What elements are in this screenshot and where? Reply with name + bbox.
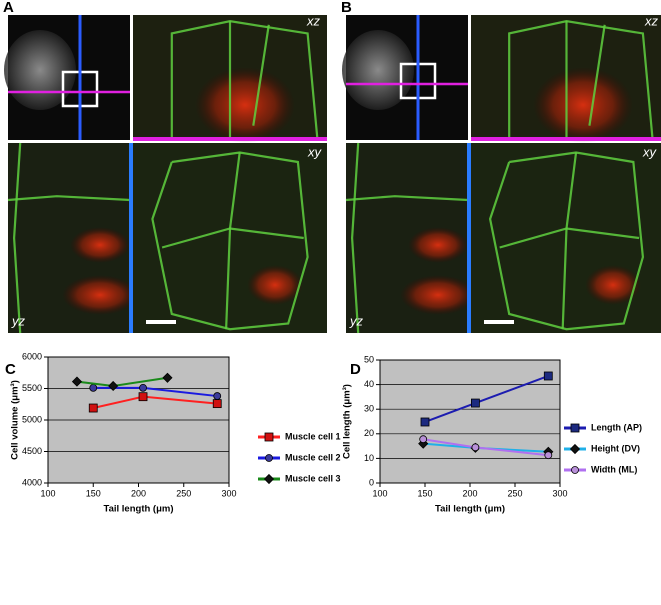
legend-marker — [265, 454, 273, 462]
marker — [213, 392, 222, 400]
x-tick-label: 150 — [417, 488, 432, 498]
x-tick-label: 250 — [176, 488, 191, 498]
y-axis-label: Cell length (μm³) — [342, 384, 353, 459]
embryo — [4, 30, 76, 110]
x-tick-label: 150 — [86, 488, 101, 498]
cell-membrane — [12, 142, 22, 334]
y-tick-label: 50 — [364, 354, 374, 364]
cell-membrane — [7, 195, 131, 202]
x-tick-label: 200 — [131, 488, 146, 498]
marker — [471, 443, 480, 452]
x-tick-label: 200 — [462, 488, 477, 498]
y-tick-label: 40 — [364, 379, 374, 389]
legend-label: Muscle cell 1 — [285, 431, 341, 441]
blue-bar — [467, 143, 471, 333]
legend-label: Muscle cell 2 — [285, 452, 341, 462]
nucleus — [408, 227, 468, 263]
marker — [89, 383, 98, 392]
x-tick-label: 100 — [372, 488, 387, 498]
nucleus — [70, 227, 130, 263]
y-tick-label: 20 — [364, 428, 374, 438]
x-axis-label: Tail length (μm) — [435, 504, 505, 515]
nucleus — [247, 265, 303, 305]
marker — [162, 372, 173, 383]
view-label: xy — [307, 144, 323, 159]
legend-marker — [263, 473, 275, 485]
y-axis-label: Cell volume (μm³) — [10, 380, 21, 460]
cell-membrane — [345, 195, 469, 202]
legend-marker — [571, 466, 579, 474]
legend-label: Length (AP) — [591, 422, 642, 432]
x-axis-label: Tail length (μm) — [103, 504, 173, 515]
embryo — [342, 30, 414, 110]
marker — [544, 451, 553, 460]
cell-membrane — [252, 24, 270, 126]
cell-membrane — [350, 142, 360, 334]
y-tick-label: 30 — [364, 404, 374, 414]
cell-membrane — [588, 24, 606, 126]
blue-bar — [129, 143, 133, 333]
marker — [420, 417, 430, 427]
cell-membrane — [488, 151, 645, 331]
legend-marker — [569, 443, 581, 455]
cell-membrane — [151, 151, 309, 331]
panel-label: A — [3, 0, 14, 16]
x-tick-label: 100 — [40, 488, 55, 498]
marker — [71, 376, 83, 387]
view-label: xy — [642, 144, 658, 159]
view-label: yz — [349, 313, 364, 328]
cell-membrane — [499, 227, 640, 249]
x-tick-label: 300 — [552, 488, 567, 498]
panel-label: D — [350, 361, 361, 378]
view-label: xz — [644, 13, 659, 28]
nucleus — [62, 275, 138, 315]
panel-label: C — [5, 361, 16, 378]
nucleus — [195, 67, 295, 143]
scale-bar — [146, 320, 176, 324]
legend-marker — [570, 423, 580, 433]
marker — [139, 383, 147, 392]
scale-bar — [484, 320, 514, 324]
marker — [419, 435, 428, 444]
marker — [138, 392, 148, 402]
legend-label: Muscle cell 3 — [285, 473, 341, 483]
x-tick-label: 250 — [507, 488, 522, 498]
x-tick-label: 300 — [221, 488, 236, 498]
y-tick-label: 5500 — [22, 383, 42, 393]
legend-label: Width (ML) — [591, 464, 637, 474]
y-tick-label: 5000 — [22, 414, 42, 424]
view-label: xz — [306, 13, 321, 28]
nucleus — [533, 67, 633, 143]
nucleus — [400, 275, 476, 315]
cell-membrane — [161, 227, 304, 249]
legend-label: Height (DV) — [591, 443, 640, 453]
magenta-bar — [133, 137, 327, 141]
panel-label: B — [341, 0, 352, 16]
y-tick-label: 4000 — [22, 477, 42, 487]
nucleus — [585, 265, 641, 305]
legend-marker — [264, 432, 274, 442]
view-label: yz — [11, 313, 26, 328]
magenta-bar — [471, 137, 661, 141]
marker — [543, 371, 553, 381]
y-tick-label: 10 — [364, 453, 374, 463]
y-tick-label: 0 — [369, 477, 374, 487]
marker — [88, 403, 98, 413]
marker — [108, 380, 119, 392]
y-tick-label: 6000 — [22, 351, 42, 361]
plot-area — [379, 359, 561, 484]
y-tick-label: 4500 — [22, 446, 42, 456]
marker — [212, 399, 222, 409]
marker — [470, 398, 480, 408]
